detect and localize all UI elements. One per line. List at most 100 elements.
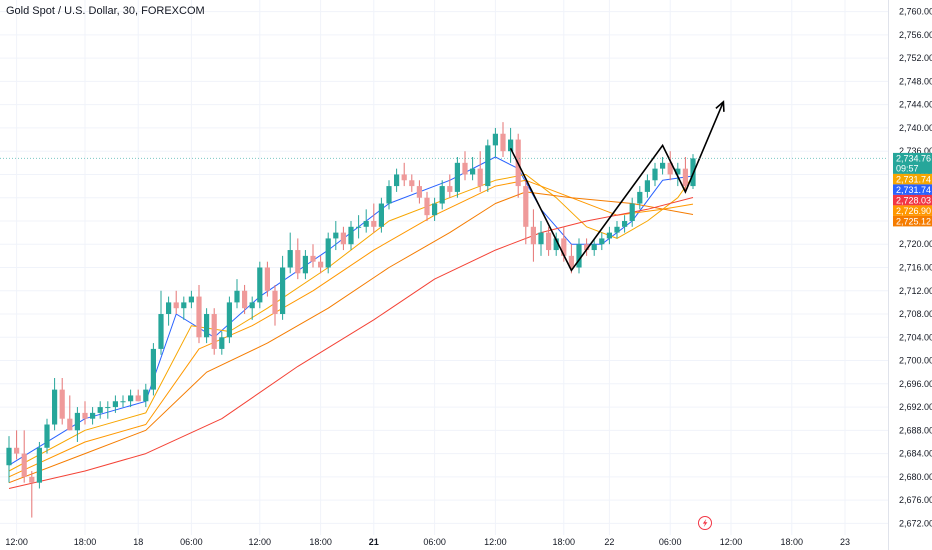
- price-axis-background: [888, 0, 932, 550]
- moving-average-line: [8, 191, 694, 484]
- x-tick-label: 06:00: [659, 537, 682, 547]
- moving-average-line: [8, 179, 694, 478]
- candle-bearish: [82, 412, 88, 419]
- y-tick-label: 2,736.00: [899, 146, 932, 156]
- y-tick-label: 2,684.00: [899, 449, 932, 459]
- y-tick-label: 2,740.00: [899, 123, 932, 133]
- candle-bearish: [196, 296, 202, 338]
- candle-bullish: [150, 348, 156, 390]
- price-axis[interactable]: 2,672.00 2,676.00 2,680.00 2,684.00 2,688.00…: [899, 7, 932, 529]
- price-tag-value: 2,728.03: [896, 195, 931, 205]
- candle-bullish: [325, 238, 331, 268]
- x-tick-label: 12:00: [484, 537, 507, 547]
- y-tick-label: 2,672.00: [899, 518, 932, 528]
- candle-bullish: [234, 290, 240, 303]
- x-tick-label: 06:00: [180, 537, 203, 547]
- price-tag-countdown: 09:57: [896, 163, 919, 173]
- candle-bearish: [416, 186, 422, 198]
- price-tag: [893, 173, 932, 185]
- candle-bearish: [21, 453, 27, 477]
- x-tick-label: 12:00: [720, 537, 743, 547]
- candle-bullish: [356, 226, 362, 228]
- candle-bearish: [682, 168, 688, 187]
- candle-bearish: [59, 389, 65, 419]
- y-tick-label: 2,688.00: [899, 425, 932, 435]
- candle-bullish: [485, 145, 491, 187]
- candle-bearish: [667, 162, 673, 175]
- candle-bearish: [462, 162, 468, 175]
- candle-bullish: [204, 314, 210, 338]
- candle-bullish: [675, 168, 681, 175]
- candle-bearish: [530, 226, 536, 245]
- candle-bullish: [622, 220, 628, 227]
- candle-bearish: [340, 232, 346, 245]
- candle-bullish: [52, 389, 58, 425]
- candle-bearish: [447, 186, 453, 192]
- candle-bullish: [508, 139, 514, 152]
- candle-bearish: [29, 476, 35, 483]
- candle-bullish: [166, 302, 172, 315]
- y-tick-label: 2,760.00: [899, 7, 932, 17]
- candle-bearish: [242, 290, 248, 309]
- candle-bullish: [614, 226, 620, 233]
- y-tick-label: 2,716.00: [899, 263, 932, 273]
- chart-title: Gold Spot / U.S. Dollar, 30, FOREXCOM: [6, 5, 205, 17]
- price-tag-value: 2,731.74: [896, 174, 931, 184]
- candle-bullish: [394, 174, 400, 187]
- price-tag-value: 2,726.90: [896, 206, 931, 216]
- candle-bullish: [128, 395, 134, 402]
- arrow-head: [715, 100, 725, 112]
- candle-bullish: [637, 191, 643, 204]
- price-tag: [893, 205, 932, 216]
- candle-bullish: [660, 162, 666, 169]
- x-tick-label: 06:00: [423, 537, 446, 547]
- candle-bullish: [470, 168, 476, 175]
- y-tick-label: 2,680.00: [899, 472, 932, 482]
- candle-bearish: [135, 395, 141, 402]
- grid-lines: [0, 0, 888, 535]
- y-tick-label: 2,692.00: [899, 402, 932, 412]
- candle-bullish: [576, 244, 582, 268]
- zigzag-trend-line: [509, 101, 725, 272]
- candle-bullish: [599, 238, 605, 245]
- candle-bullish: [378, 203, 384, 227]
- y-tick-label: 2,676.00: [899, 495, 932, 505]
- candlesticks: [6, 122, 696, 518]
- candle-bearish: [546, 232, 552, 251]
- candle-bullish: [629, 203, 635, 221]
- candle-bullish: [363, 220, 369, 227]
- candle-bearish: [173, 302, 179, 309]
- time-axis[interactable]: 12:00 18:00 18 06:00 12:00 18:00 21 06:00 12:00 1…: [5, 537, 850, 547]
- candle-bearish: [561, 238, 567, 256]
- x-tick-label: 18:00: [74, 537, 97, 547]
- price-tag-value: 2,734.76: [896, 153, 931, 163]
- candle-bearish: [401, 174, 407, 181]
- candle-bullish: [188, 296, 194, 303]
- lightning-icon[interactable]: [698, 516, 712, 530]
- candle-bullish: [439, 186, 445, 204]
- trend-drawing[interactable]: [509, 100, 725, 272]
- x-tick-label: 18:00: [553, 537, 576, 547]
- candle-bearish: [584, 244, 590, 251]
- candle-bullish: [538, 232, 544, 245]
- price-tag: [893, 152, 932, 174]
- price-tags: 2,734.7609:572,731.742,731.742,728.032,7…: [893, 152, 932, 227]
- candle-bearish: [272, 290, 278, 315]
- candle-bullish: [36, 447, 42, 483]
- candle-bearish: [500, 133, 506, 152]
- x-tick-label: 23: [840, 537, 850, 547]
- candle-bullish: [280, 267, 286, 315]
- candle-bearish: [318, 261, 324, 268]
- y-tick-label: 2,752.00: [899, 53, 932, 63]
- candle-bullish: [249, 302, 255, 309]
- candle-bullish: [302, 255, 308, 274]
- candle-bearish: [477, 168, 483, 187]
- candle-bearish: [211, 314, 217, 349]
- x-tick-label: 18:00: [781, 537, 804, 547]
- candle-bearish: [67, 418, 73, 431]
- candle-bullish: [219, 337, 225, 349]
- price-tag: [893, 194, 932, 206]
- candle-bearish: [424, 197, 430, 216]
